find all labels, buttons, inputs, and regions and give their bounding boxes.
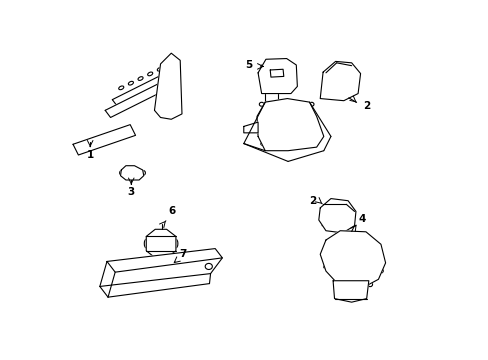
Polygon shape	[154, 53, 182, 119]
Polygon shape	[320, 62, 360, 101]
Text: 2: 2	[309, 196, 316, 206]
Polygon shape	[257, 99, 323, 151]
Polygon shape	[146, 229, 176, 258]
Text: 3: 3	[127, 187, 135, 197]
Polygon shape	[244, 122, 258, 133]
Polygon shape	[105, 82, 167, 117]
Text: 5: 5	[245, 60, 252, 70]
Text: 1: 1	[86, 150, 94, 159]
Polygon shape	[258, 59, 297, 94]
Polygon shape	[73, 125, 135, 155]
Polygon shape	[320, 231, 385, 288]
Text: 6: 6	[168, 206, 176, 216]
Polygon shape	[107, 249, 222, 272]
Polygon shape	[332, 281, 368, 302]
Text: 7: 7	[179, 249, 186, 258]
Text: 4: 4	[357, 213, 365, 224]
Polygon shape	[112, 71, 175, 107]
Text: 2: 2	[363, 101, 369, 111]
Polygon shape	[318, 199, 355, 233]
Polygon shape	[121, 166, 143, 180]
